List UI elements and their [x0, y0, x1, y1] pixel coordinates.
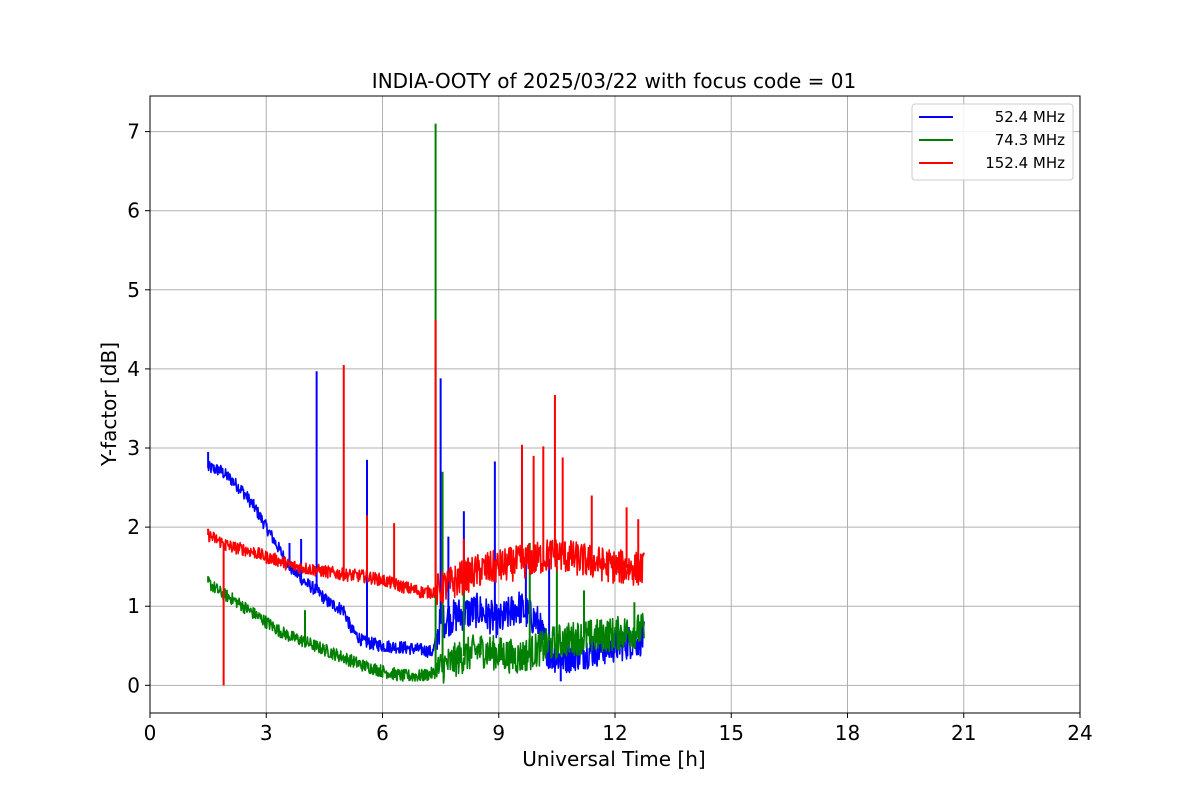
legend-box	[911, 103, 1074, 181]
y-tick-label: 3	[127, 436, 140, 460]
y-tick-label: 2	[127, 515, 140, 539]
series-line	[207, 461, 645, 674]
series-line	[207, 529, 645, 605]
legend-label: 74.3 MHz	[995, 131, 1065, 149]
x-tick-label: 15	[719, 721, 744, 745]
x-tick-label: 0	[144, 721, 157, 745]
y-tick-label: 4	[127, 357, 140, 381]
y-tick-label: 6	[127, 199, 140, 223]
legend-label: 52.4 MHz	[995, 108, 1065, 126]
x-tick-label: 24	[1067, 721, 1092, 745]
x-tick-label: 9	[492, 721, 505, 745]
x-axis-label: Universal Time [h]	[522, 747, 705, 771]
x-tick-label: 6	[376, 721, 389, 745]
y-tick-label: 5	[127, 278, 140, 302]
legend: 52.4 MHz 74.3 MHz 152.4 MHz	[911, 103, 1074, 181]
x-tick-label: 12	[602, 721, 627, 745]
y-axis-label: Y-factor [dB]	[97, 342, 121, 467]
series-line	[207, 576, 645, 684]
y-tick-label: 1	[127, 594, 140, 618]
y-tick-label: 7	[127, 120, 140, 144]
x-tick-label: 3	[260, 721, 273, 745]
legend-label: 152.4 MHz	[985, 154, 1065, 172]
x-tick-label: 18	[835, 721, 860, 745]
y-tick-label: 0	[127, 673, 140, 697]
series-layer	[207, 123, 645, 686]
series-0	[207, 371, 645, 682]
x-tick-label: 21	[951, 721, 976, 745]
chart-title: INDIA-OOTY of 2025/03/22 with focus code…	[372, 69, 856, 93]
series-2	[207, 319, 645, 686]
